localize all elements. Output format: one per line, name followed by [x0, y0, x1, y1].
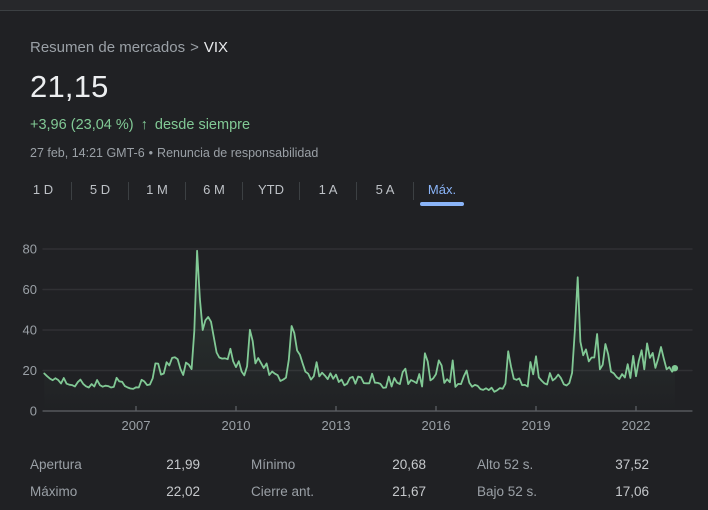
- stat-value: 21,67: [392, 484, 426, 499]
- tab-separator: [185, 182, 186, 200]
- tab-1d[interactable]: 1 D: [32, 182, 54, 197]
- tab-separator: [71, 182, 72, 200]
- stat-alto-52s: Alto 52 s. 37,52: [477, 451, 649, 478]
- change-period: desde siempre: [154, 117, 251, 133]
- x-axis-label: 2013: [322, 418, 351, 433]
- quote-timestamp: 27 feb, 14:21 GMT-6: [30, 146, 145, 160]
- x-axis-label: 2010: [222, 418, 251, 433]
- change-delta: +3,96: [30, 117, 67, 133]
- x-axis-label: 2007: [122, 418, 151, 433]
- stats-column-1: Apertura 21,99 Máximo 22,02: [30, 451, 200, 505]
- y-axis-label: 60: [23, 282, 37, 297]
- breadcrumb-separator: >: [190, 39, 199, 56]
- stat-value: 21,99: [166, 457, 200, 472]
- stat-bajo-52s: Bajo 52 s. 17,06: [477, 478, 649, 505]
- stat-label: Mínimo: [251, 457, 296, 472]
- stat-minimo: Mínimo 20,68: [251, 451, 426, 478]
- price-area-fill: [44, 250, 675, 411]
- y-axis-label: 80: [23, 242, 37, 257]
- stat-value: 22,02: [166, 484, 200, 499]
- stat-label: Bajo 52 s.: [477, 484, 538, 499]
- stat-label: Máximo: [30, 484, 78, 499]
- stat-apertura: Apertura 21,99: [30, 451, 200, 478]
- chart-svg: 0 20 40 60 80 2007 2010 2013 2016 2019 2022: [23, 242, 693, 433]
- tab-separator: [413, 182, 414, 200]
- stat-label: Cierre ant.: [251, 484, 315, 499]
- stat-label: Alto 52 s.: [477, 457, 534, 472]
- price-line: [43, 249, 676, 393]
- x-axis-label: 2016: [422, 418, 451, 433]
- price-value: 21,15: [30, 69, 109, 104]
- breadcrumb: Resumen de mercados > VIX: [30, 39, 228, 57]
- tab-separator: [128, 182, 129, 200]
- stat-cierre-anterior: Cierre ant. 21,67: [251, 478, 426, 505]
- tab-ytd[interactable]: YTD: [258, 182, 284, 197]
- price-chart[interactable]: 0 20 40 60 80 2007 2010 2013 2016 2019 2022: [0, 230, 708, 445]
- price-change: +3,96 (23,04 %) ↑ desde siempre: [30, 116, 250, 134]
- tab-1m[interactable]: 1 M: [146, 182, 168, 197]
- tab-max[interactable]: Máx.: [414, 176, 470, 206]
- tab-6m[interactable]: 6 M: [203, 182, 225, 197]
- tab-separator: [242, 182, 243, 200]
- y-axis-label: 0: [30, 404, 37, 419]
- breadcrumb-current-symbol: VIX: [203, 39, 229, 56]
- stat-value: 37,52: [615, 457, 649, 472]
- stat-maximo: Máximo 22,02: [30, 478, 200, 505]
- stat-value: 17,06: [615, 484, 649, 499]
- x-axis-label: 2022: [622, 418, 651, 433]
- tab-1a[interactable]: 1 A: [318, 182, 338, 197]
- quote-meta: 27 feb, 14:21 GMT-6 • Renuncia de responsa…: [30, 146, 318, 161]
- current-price-dot: [671, 364, 679, 372]
- stats-column-2: Mínimo 20,68 Cierre ant. 21,67: [251, 451, 426, 505]
- y-axis-label: 20: [23, 363, 37, 378]
- stat-label: Apertura: [30, 457, 82, 472]
- stat-value: 20,68: [392, 457, 426, 472]
- range-tabs: 1 D 5 D 1 M 6 M YTD 1 A 5 A Máx.: [15, 176, 470, 206]
- stats-table: Apertura 21,99 Máximo 22,02 Mínimo 20,68…: [30, 451, 650, 505]
- arrow-up-icon: ↑: [140, 117, 148, 133]
- breadcrumb-markets-link[interactable]: Resumen de mercados: [30, 39, 186, 56]
- y-axis-label: 40: [23, 323, 37, 338]
- tab-separator: [356, 182, 357, 200]
- x-axis-label: 2019: [522, 418, 551, 433]
- change-percent: (23,04 %): [70, 117, 134, 133]
- tab-separator: [299, 182, 300, 200]
- disclaimer-link[interactable]: Renuncia de responsabilidad: [157, 146, 319, 160]
- stats-column-3: Alto 52 s. 37,52 Bajo 52 s. 17,06: [477, 451, 649, 505]
- tab-5d[interactable]: 5 D: [89, 182, 111, 197]
- active-tab-underline: [420, 202, 464, 206]
- page-top-divider: [0, 0, 708, 11]
- tab-5a[interactable]: 5 A: [375, 182, 395, 197]
- meta-separator: •: [148, 146, 154, 160]
